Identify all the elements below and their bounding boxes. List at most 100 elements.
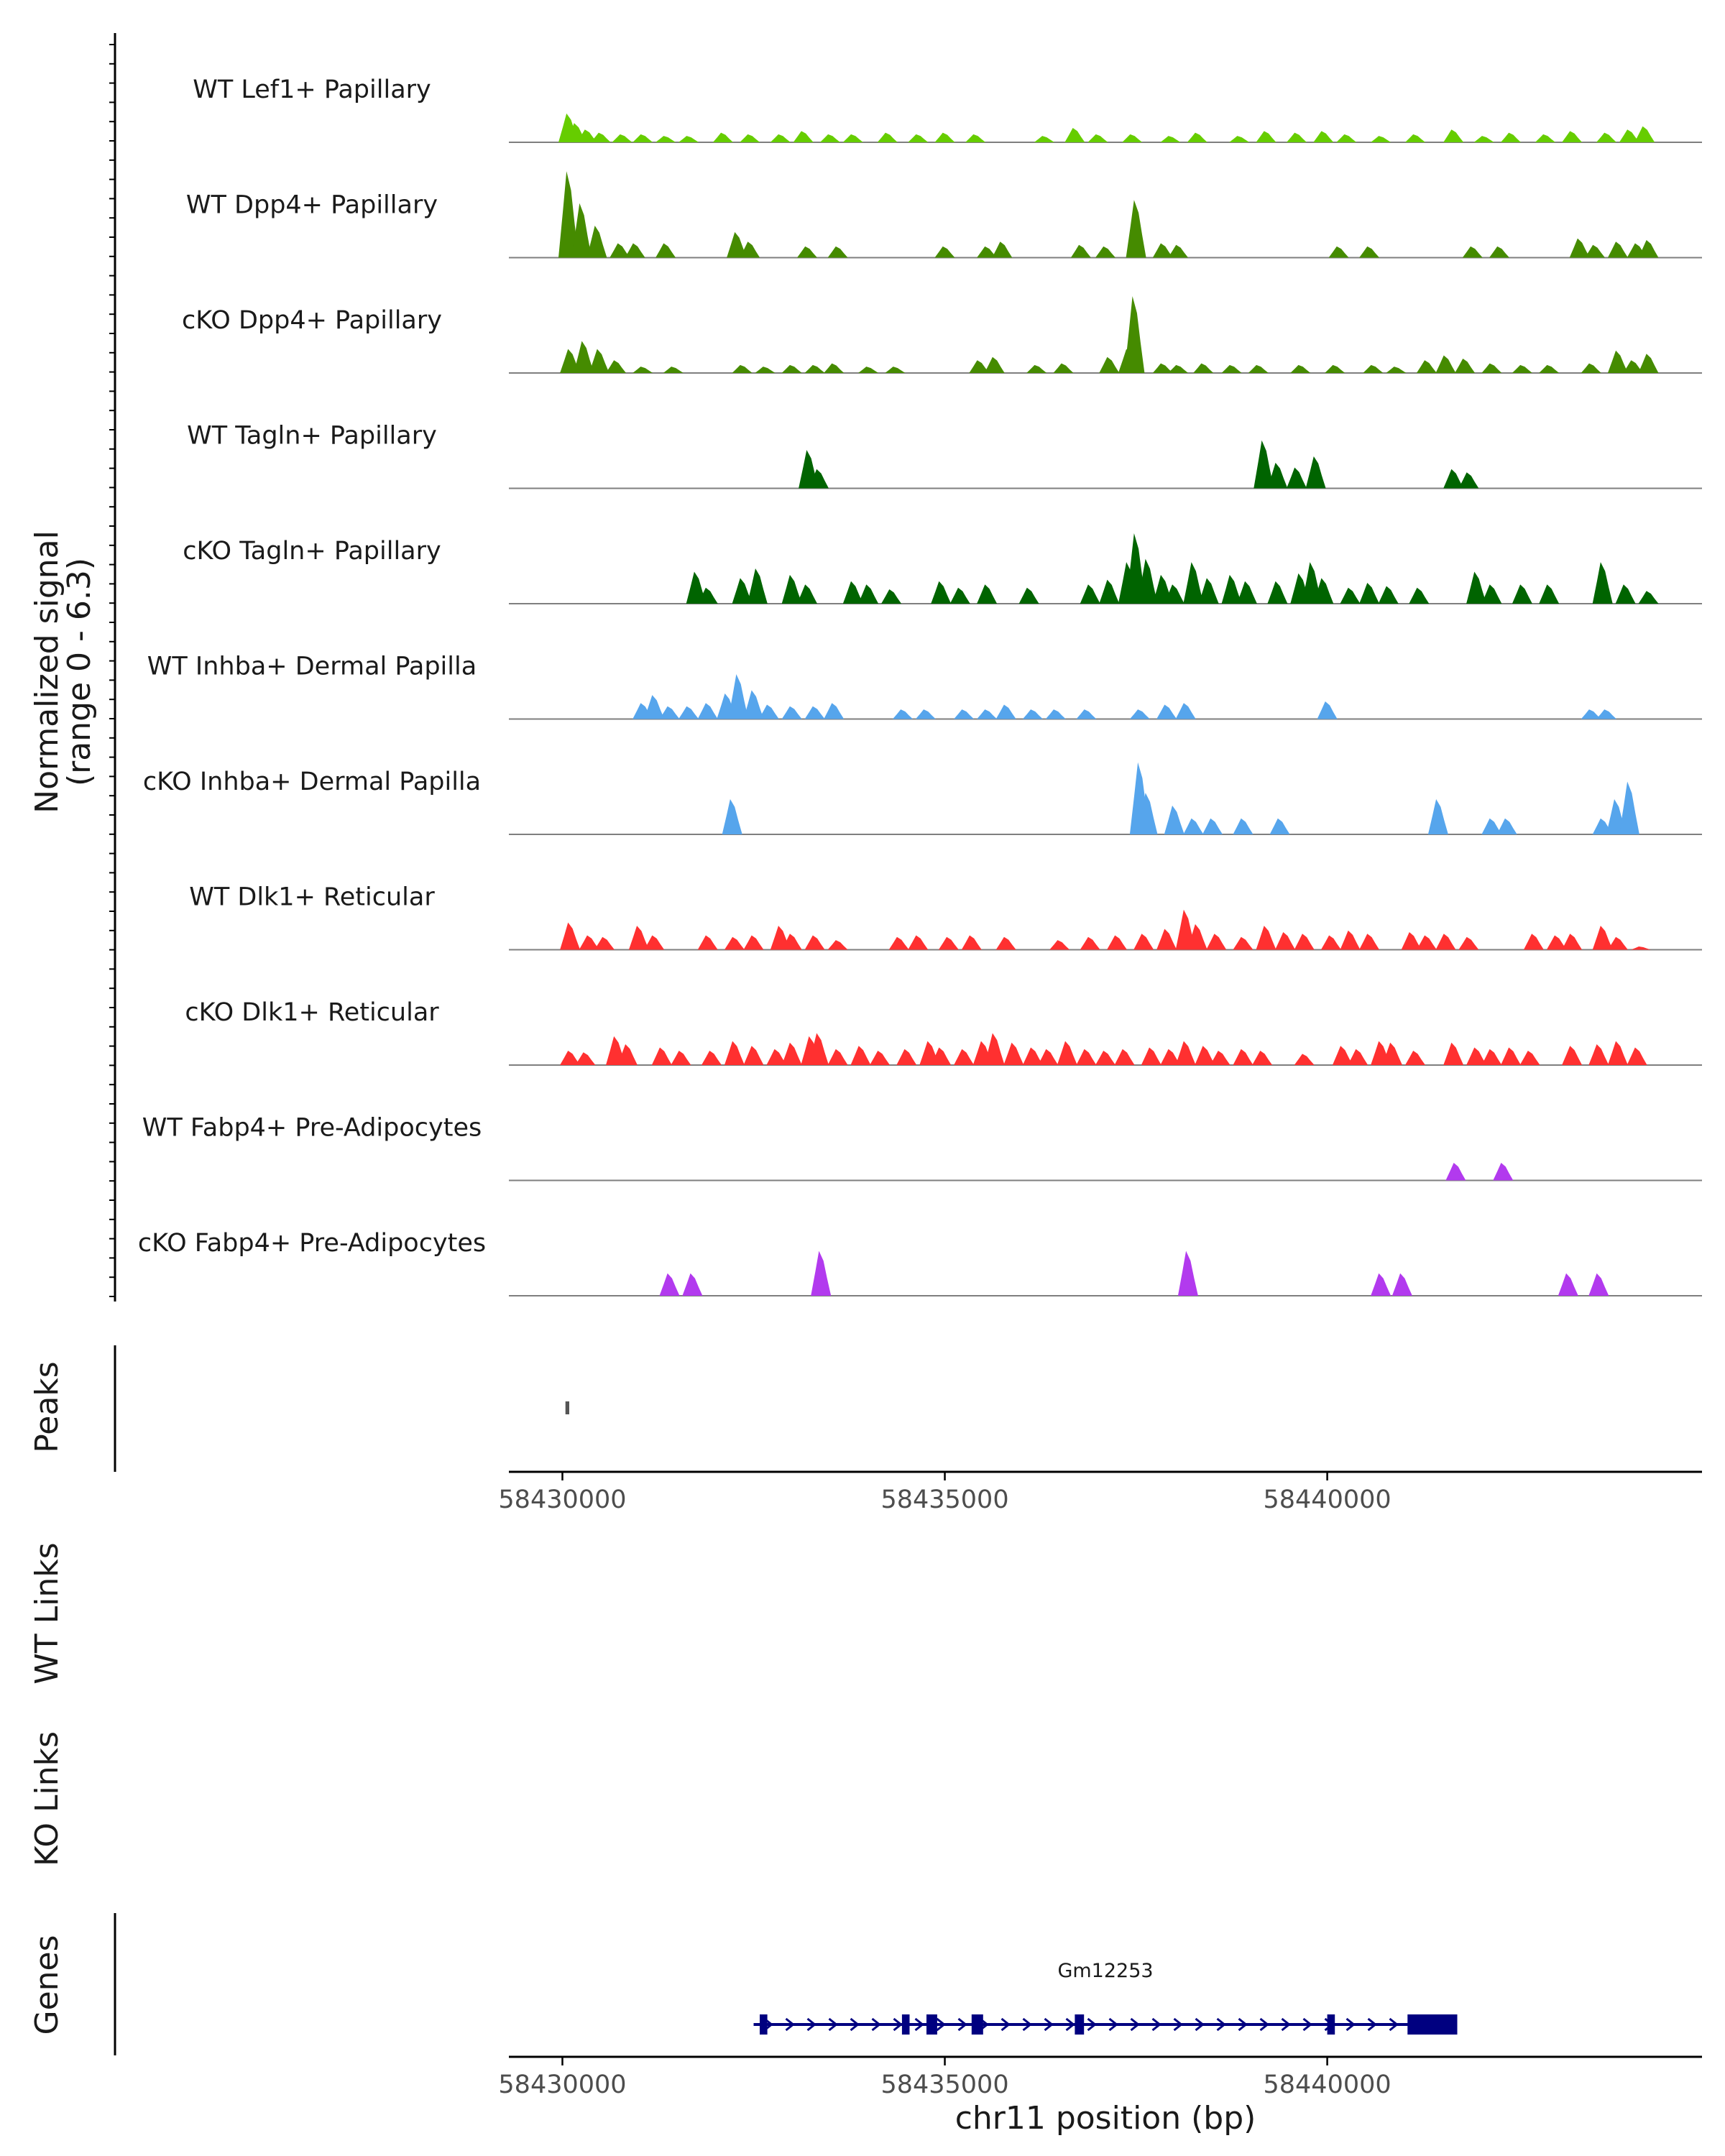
coverage-peak — [995, 936, 1016, 950]
coverage-peak — [842, 134, 863, 142]
coverage-peak — [804, 935, 825, 950]
strand-arrow — [1173, 2017, 1183, 2032]
coverage-peak — [712, 132, 733, 142]
coverage-peak — [1435, 355, 1456, 373]
coverage-peak — [804, 364, 825, 373]
genes-x-ticks: 58430000 58435000 58440000 — [498, 2057, 1392, 2099]
coverage-peak — [651, 1047, 672, 1065]
coverage-peak — [617, 1044, 638, 1065]
coverage-peak — [1183, 562, 1204, 604]
coverage-peak — [632, 367, 653, 373]
coverage-peak — [727, 231, 748, 258]
coverage-peak — [1638, 354, 1659, 373]
coverage-peak — [1152, 243, 1173, 258]
coverage-peak — [575, 1052, 596, 1065]
coverage-peak — [1523, 934, 1544, 950]
coverage-peak — [781, 934, 802, 950]
coverage-peak — [766, 1049, 787, 1065]
peak-region — [565, 1401, 569, 1414]
coverage-peak — [682, 1273, 703, 1296]
coverage-peak — [781, 1042, 802, 1065]
coverage-peak — [781, 364, 802, 373]
strand-arrow — [1259, 2017, 1269, 2032]
coverage-peak — [858, 367, 879, 373]
coverage-peak — [678, 706, 699, 719]
coverage-peak — [659, 1273, 680, 1296]
coverage-peak — [1359, 583, 1380, 604]
coverage-peak — [1038, 1049, 1059, 1065]
x-axis-title: chr11 position (bp) — [955, 2100, 1256, 2137]
coverage-peak — [1168, 244, 1189, 258]
coverage-peak — [1210, 1051, 1230, 1065]
coverage-peak — [1332, 1046, 1353, 1065]
peaks-panel — [565, 1401, 569, 1414]
coverage-peak — [1026, 364, 1047, 373]
strand-arrow — [1195, 2017, 1205, 2032]
coverage-peak — [1588, 1044, 1609, 1065]
coverage-peak — [1627, 1047, 1647, 1065]
coverage-peak — [732, 578, 753, 604]
coverage-peak — [558, 171, 579, 258]
coverage-peak — [908, 134, 929, 142]
coverage-peak — [881, 589, 902, 604]
coverage-peak — [1535, 134, 1555, 142]
coverage-peak — [1592, 926, 1613, 950]
coverage-peak — [728, 674, 749, 719]
coverage-peak — [1493, 1163, 1514, 1181]
coverage-peak — [1087, 134, 1108, 142]
coverage-peak — [954, 709, 975, 719]
coverage-peak — [560, 1051, 581, 1065]
ko-links-y-label: KO Links — [29, 1731, 65, 1866]
coverage-peak — [850, 1046, 871, 1065]
coverage-peak — [1596, 709, 1616, 719]
coverage-peak — [1481, 363, 1502, 373]
coverage-peak — [931, 581, 952, 604]
coverage-peak — [1562, 934, 1583, 950]
coverage-peak — [1416, 360, 1437, 373]
coverage-peak — [1512, 584, 1532, 604]
coverage-peak — [1630, 946, 1651, 950]
coverage-peak — [644, 935, 665, 950]
coverage-peak — [1458, 472, 1479, 489]
x-tick-label: 58440000 — [1264, 2070, 1392, 2099]
coverage-peak — [1539, 364, 1560, 373]
coverage-peak — [1392, 1273, 1412, 1296]
coverage-peak — [574, 341, 594, 373]
track-0: WT Lef1+ Papillary — [193, 75, 1702, 143]
coverage-peak — [1455, 359, 1476, 373]
coverage-peak — [938, 936, 959, 950]
strand-arrow — [1151, 2017, 1162, 2032]
coverage-peak — [1634, 126, 1655, 142]
track-2: cKO Dpp4+ Papillary — [182, 296, 1702, 374]
coverage-peak — [1126, 200, 1146, 258]
coverage-peak — [1607, 350, 1628, 373]
coverage-peak — [1588, 1273, 1609, 1296]
coverage-peak — [755, 367, 776, 373]
track-label: WT Dlk1+ Reticular — [189, 883, 435, 912]
coverage-peak — [1034, 136, 1054, 142]
coverage-peak — [1562, 1046, 1583, 1065]
coverage-peak — [1045, 709, 1066, 719]
coverage-peak — [1325, 364, 1346, 373]
coverage-peak — [1473, 136, 1494, 142]
strand-arrow — [1000, 2017, 1011, 2032]
coverage-peak — [1187, 923, 1208, 950]
coverage-peak — [1080, 936, 1100, 950]
coverage-peak — [678, 136, 699, 142]
coverage-peak — [1619, 129, 1639, 142]
coverage-peak — [793, 131, 814, 142]
coverage-peak — [977, 584, 998, 604]
strand-arrow — [914, 2017, 924, 2032]
coverage-peak — [984, 356, 1005, 373]
wt-links-y-label: WT Links — [29, 1542, 65, 1684]
coverage-peak — [1252, 1051, 1273, 1065]
coverage-peak — [1164, 805, 1184, 834]
track-label: WT Tagln+ Papillary — [187, 422, 437, 451]
genes-y-label: Genes — [29, 1935, 65, 2035]
coverage-peak — [1569, 238, 1590, 258]
coverage-peak — [1193, 363, 1214, 373]
strand-arrow — [957, 2017, 967, 2032]
coverage-peak — [1267, 462, 1288, 489]
coverage-peak — [628, 926, 649, 950]
coverage-peak — [1607, 1041, 1628, 1065]
